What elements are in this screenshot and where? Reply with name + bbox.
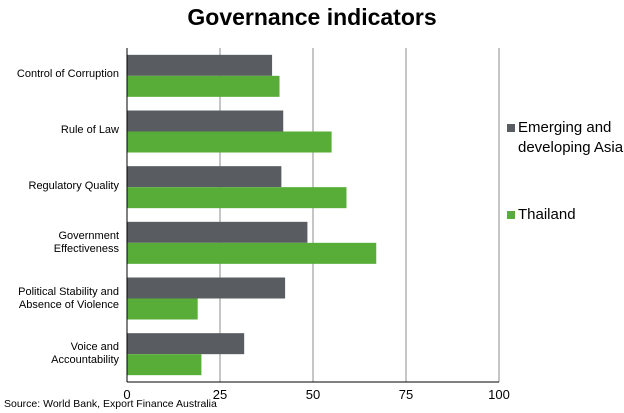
bar-thailand-1 [127, 131, 332, 153]
legend-swatch [507, 211, 515, 219]
x-tick-label: 0 [123, 387, 131, 402]
source-note: Source: World Bank, Export Finance Austr… [4, 398, 217, 410]
category-label-line: Control of Corruption [16, 68, 119, 81]
legend-label: developing Asia [518, 139, 624, 156]
category-label-line: Government [58, 229, 119, 242]
bar-thailand-5 [127, 354, 202, 376]
legend-swatch [507, 124, 515, 132]
category-label: Rule of Law [61, 124, 119, 137]
category-label-line: Voice and [70, 341, 119, 354]
category-label: Regulatory Quality [29, 180, 120, 193]
category-label: Political Stability and Absence of Violen… [18, 286, 119, 312]
x-tick-label: 50 [305, 387, 321, 402]
category-label-line: Rule of Law [60, 124, 119, 136]
category-label: Control of Corruption [17, 68, 119, 81]
category-label-line: Effectiveness [53, 242, 119, 255]
bar-thailand-2 [127, 187, 347, 209]
category-label-line: Accountability [51, 354, 119, 367]
bar-asia-4 [127, 277, 286, 299]
bar-asia-3 [127, 221, 308, 243]
bar-asia-2 [127, 166, 282, 188]
x-tick-label: 25 [212, 387, 228, 402]
bar-asia-0 [127, 54, 273, 76]
bar-thailand-0 [127, 75, 280, 97]
category-label-line: Political Stability and [18, 285, 119, 298]
legend-label: Emerging and [518, 119, 612, 136]
chart-title: Governance indicators [187, 4, 437, 30]
category-label-line: Regulatory Quality [28, 179, 120, 192]
bar-thailand-3 [127, 242, 377, 264]
category-label: Voice and Accountability [51, 341, 119, 367]
bar-thailand-4 [127, 298, 198, 320]
x-tick-label: 75 [398, 387, 414, 402]
category-label-line: Absence of Violence [18, 298, 119, 311]
x-tick-label: 100 [488, 387, 510, 402]
bar-asia-1 [127, 110, 284, 132]
category-label: Government Effectiveness [54, 230, 119, 256]
bar-asia-5 [127, 333, 245, 355]
legend-label: Thailand [518, 206, 576, 223]
